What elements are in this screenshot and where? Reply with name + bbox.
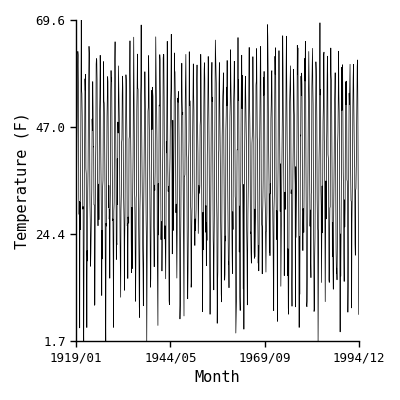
X-axis label: Month: Month xyxy=(194,370,240,385)
Y-axis label: Temperature (F): Temperature (F) xyxy=(15,112,30,249)
